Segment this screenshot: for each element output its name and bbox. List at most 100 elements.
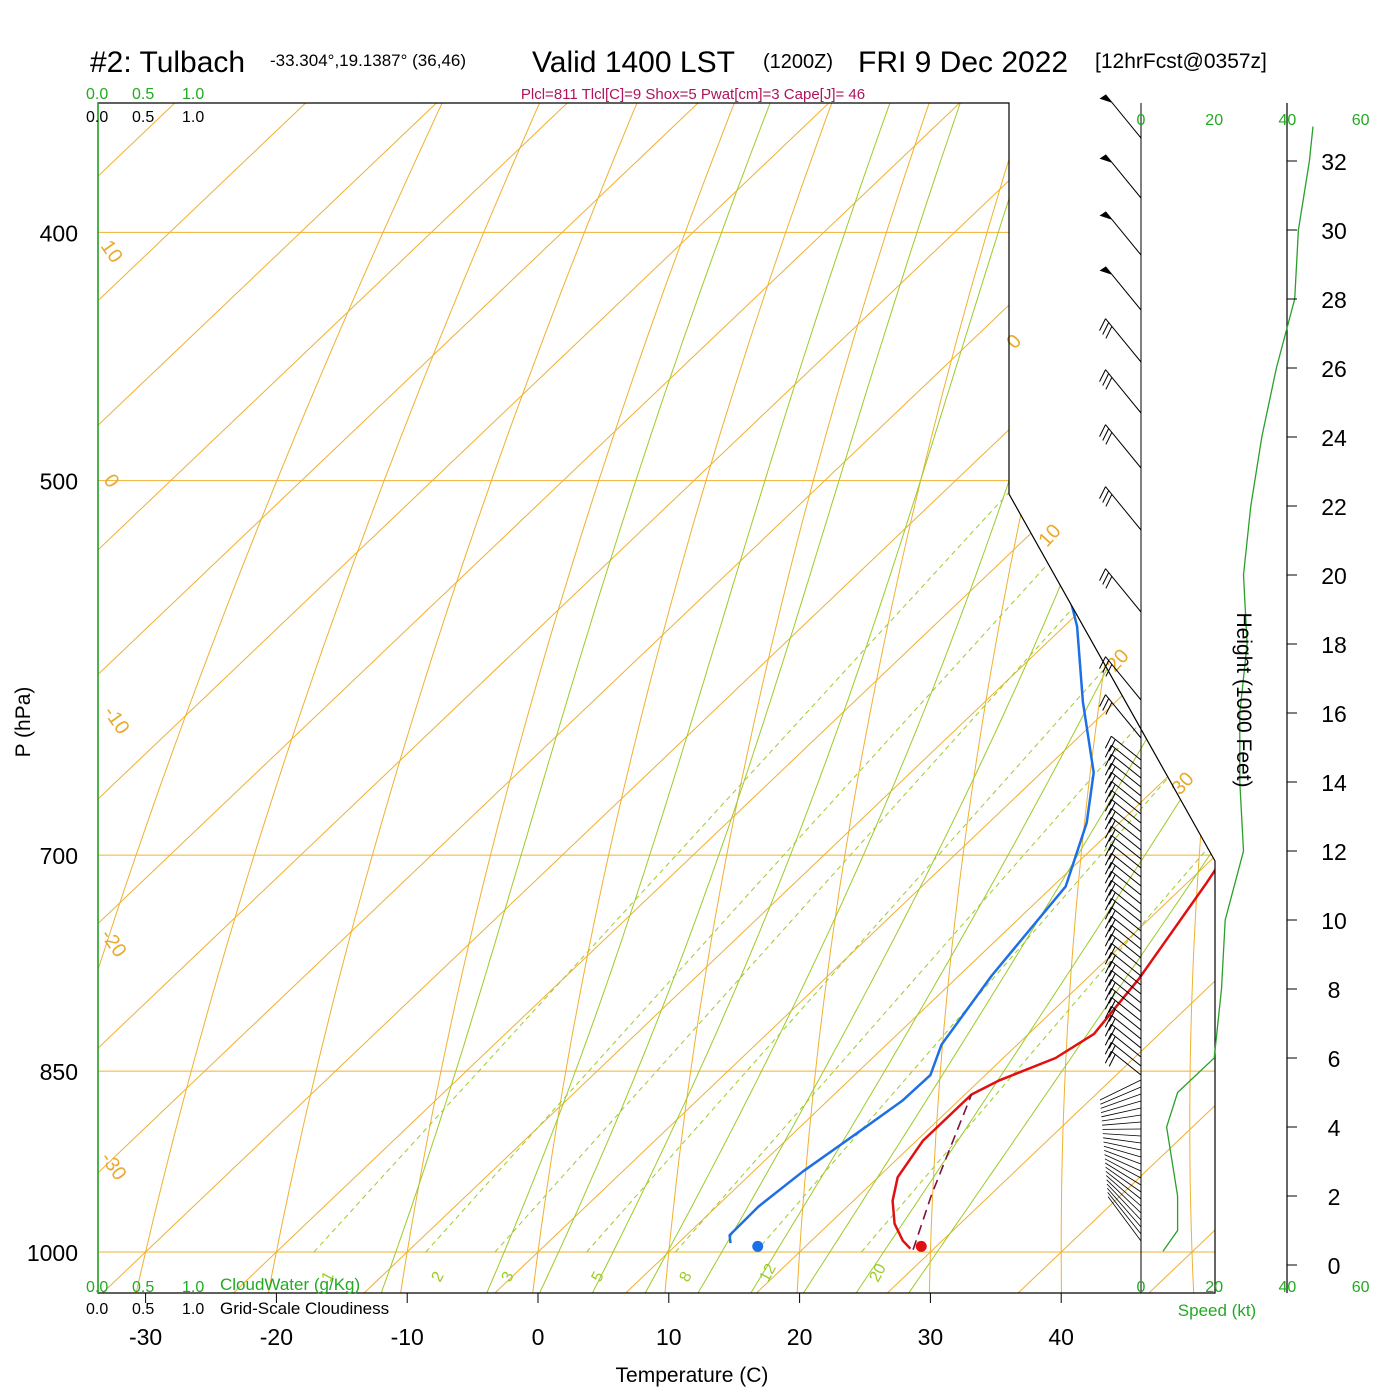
mixing-ratio-label: 3 bbox=[499, 1269, 518, 1285]
wind-barb bbox=[1111, 780, 1142, 806]
wind-barb-feather bbox=[1104, 943, 1112, 956]
moist-adiabat bbox=[899, 103, 1215, 1293]
wind-barb bbox=[1111, 1023, 1142, 1049]
isotherm bbox=[295, 103, 1215, 1293]
cloud-water-tick-top: 1.0 bbox=[182, 86, 204, 103]
temperature-tick-label: 10 bbox=[656, 1324, 682, 1350]
wind-barb bbox=[1105, 1162, 1142, 1186]
cloudiness-tick-bottom: 1.0 bbox=[182, 1301, 204, 1318]
wind-barb-feather bbox=[1104, 799, 1112, 812]
wind-barb bbox=[1100, 1100, 1142, 1113]
wind-barb-feather bbox=[1105, 702, 1113, 715]
height-tick-label: 6 bbox=[1328, 1046, 1341, 1072]
cloudiness-tick-bottom: 0.5 bbox=[132, 1301, 154, 1318]
wind-barb-feather bbox=[1104, 790, 1112, 803]
mixing-ratio-line bbox=[425, 232, 1215, 1253]
station-name: #2: Tulbach bbox=[90, 46, 245, 79]
wind-barb bbox=[1105, 369, 1142, 414]
plot-outline bbox=[97, 102, 1216, 1294]
wind-barb bbox=[1111, 771, 1142, 797]
wind-barb bbox=[1111, 735, 1142, 761]
wind-barb bbox=[1101, 1114, 1142, 1122]
temperature-tick-label: 0 bbox=[532, 1324, 545, 1350]
wind-barb bbox=[1107, 1187, 1142, 1228]
temperature-axis-label: Temperature (C) bbox=[616, 1364, 769, 1387]
height-tick-label: 2 bbox=[1328, 1184, 1341, 1210]
sounding-parameters: Plcl=811 Tlcl[C]=9 Shox=5 Pwat[cm]=3 Cap… bbox=[521, 86, 865, 103]
wind-barb-pennant bbox=[1099, 211, 1112, 220]
wind-barb bbox=[1111, 897, 1142, 923]
isotherm-label: -30 bbox=[96, 1148, 131, 1184]
isotherm bbox=[98, 103, 1111, 1293]
wind-barb-feather bbox=[1104, 1015, 1112, 1028]
temperature-axis: -30 -20 -10 0 10 20 30 40 bbox=[129, 1293, 1074, 1350]
dry-adiabat bbox=[390, 103, 1020, 1293]
wind-barb bbox=[1105, 318, 1142, 363]
wind-barb-feather bbox=[1105, 494, 1113, 507]
isotherm bbox=[98, 103, 1215, 1293]
wind-barb bbox=[1111, 1041, 1142, 1067]
speed-axis-label: Speed (kt) bbox=[1178, 1301, 1256, 1320]
mixing-ratio-line bbox=[586, 232, 1215, 1253]
wind-barb-feather bbox=[1104, 835, 1112, 848]
height-tick-label: 18 bbox=[1321, 632, 1347, 658]
dry-adiabat bbox=[793, 103, 1215, 1293]
dry-adiabat bbox=[1189, 103, 1215, 1293]
wind-barb-feather bbox=[1104, 880, 1112, 893]
speed-tick-top: 0 bbox=[1137, 112, 1146, 129]
height-tick-label: 14 bbox=[1321, 770, 1347, 796]
temperature-tick-label: 40 bbox=[1048, 1324, 1074, 1350]
wind-barb-feather bbox=[1104, 907, 1112, 920]
moist-adiabat bbox=[637, 103, 1215, 1293]
wind-barb-feather bbox=[1102, 322, 1110, 335]
forecast-date: FRI 9 Dec 2022 bbox=[858, 46, 1068, 79]
wind-barb bbox=[1100, 1086, 1142, 1105]
dry-adiabat bbox=[98, 103, 772, 1293]
cloudiness-tick-top: 0.0 bbox=[86, 109, 108, 126]
wind-barb-feather bbox=[1104, 862, 1112, 875]
wind-barb-feather bbox=[1102, 428, 1110, 441]
cloudiness-label: Grid-Scale Cloudiness bbox=[220, 1299, 389, 1318]
wind-barb-feather bbox=[1105, 576, 1113, 589]
height-tick-label: 26 bbox=[1321, 356, 1347, 382]
wind-barb bbox=[1103, 1141, 1142, 1151]
wind-barb bbox=[1111, 906, 1142, 932]
surface-dewpoint-point bbox=[752, 1240, 764, 1252]
height-tick-label: 30 bbox=[1321, 218, 1347, 244]
wind-barb-feather bbox=[1104, 817, 1112, 830]
isotherm bbox=[426, 103, 1215, 1293]
wind-barb bbox=[1111, 960, 1142, 986]
moist-adiabat bbox=[480, 103, 1155, 1293]
wind-barb bbox=[1111, 843, 1142, 869]
dry-adiabat bbox=[1314, 0, 1400, 1358]
isotherm-label: 10 bbox=[96, 236, 127, 267]
moist-adiabat bbox=[742, 103, 1215, 1293]
moist-adiabat bbox=[532, 103, 1215, 1293]
wind-barb-feather bbox=[1104, 1051, 1112, 1064]
wind-barb-feather bbox=[1104, 952, 1112, 965]
cloud-water-tick-bottom: 1.0 bbox=[182, 1279, 204, 1296]
isotherm-label: -20 bbox=[96, 925, 131, 961]
cloudiness-tick-bottom: 0.0 bbox=[86, 1301, 108, 1318]
chart-title: #2: Tulbach -33.304°,19.1387° (36,46) Va… bbox=[90, 46, 1267, 79]
isotherm-label: -10 bbox=[99, 702, 134, 738]
moist-adiabat bbox=[794, 103, 1215, 1293]
wind-barb-feather bbox=[1104, 871, 1112, 884]
wind-barb bbox=[1105, 94, 1142, 139]
pressure-tick-label: 500 bbox=[40, 469, 78, 495]
height-tick-label: 4 bbox=[1328, 1115, 1341, 1141]
wind-barb bbox=[1111, 996, 1142, 1022]
height-tick-label: 32 bbox=[1321, 149, 1347, 175]
isotherm bbox=[98, 103, 981, 1293]
cloud-water-tick-bottom: 0.5 bbox=[132, 1279, 154, 1296]
height-tick-label: 10 bbox=[1321, 908, 1347, 934]
wind-barb-feather bbox=[1099, 568, 1106, 581]
dry-adiabat bbox=[659, 103, 1185, 1293]
mixing-ratio-label: 2 bbox=[429, 1269, 448, 1285]
dry-adiabat bbox=[524, 103, 1103, 1293]
temperature-line bbox=[891, 103, 1215, 1250]
wind-barb bbox=[1111, 870, 1142, 896]
wind-speed-profile bbox=[1162, 126, 1314, 1252]
